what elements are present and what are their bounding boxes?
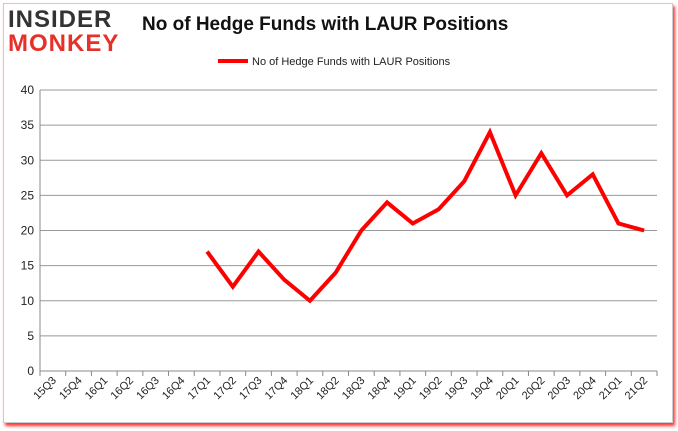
x-tick-label: 17Q3	[237, 375, 265, 403]
chart-frame	[3, 3, 673, 423]
x-tick-label: 18Q3	[340, 375, 368, 403]
x-tick-label: 15Q3	[31, 375, 59, 403]
x-tick-label: 16Q2	[109, 375, 137, 403]
y-tick-label: 30	[21, 153, 35, 167]
x-tick-label: 21Q1	[597, 375, 625, 403]
y-tick-label: 15	[21, 259, 35, 273]
logo-insider: INSIDER	[8, 6, 113, 33]
x-tick-label: 19Q3	[443, 375, 471, 403]
logo-monkey: MONKEY	[8, 30, 120, 57]
legend-label: No of Hedge Funds with LAUR Positions	[252, 56, 451, 68]
x-tick-label: 16Q3	[134, 375, 162, 403]
x-tick-label: 17Q2	[211, 375, 239, 403]
chart-title: No of Hedge Funds with LAUR Positions	[142, 14, 509, 35]
x-tick-label: 17Q1	[186, 375, 214, 403]
x-tick-label: 17Q4	[263, 375, 291, 403]
y-tick-label: 35	[21, 118, 35, 132]
x-tick-label: 19Q4	[468, 375, 496, 403]
x-tick-label: 18Q2	[314, 375, 342, 403]
x-tick-label: 20Q1	[494, 375, 522, 403]
x-tick-label: 16Q4	[160, 375, 188, 403]
y-tick-label: 40	[21, 83, 35, 97]
x-tick-label: 19Q1	[391, 375, 419, 403]
y-tick-label: 25	[21, 188, 35, 202]
x-tick-label: 18Q4	[366, 375, 394, 403]
x-tick-label: 20Q2	[520, 375, 548, 403]
x-tick-label: 20Q3	[546, 375, 574, 403]
x-tick-label: 20Q4	[571, 375, 599, 403]
x-tick-label: 15Q4	[57, 375, 85, 403]
x-tick-label: 19Q2	[417, 375, 445, 403]
y-tick-label: 10	[21, 294, 35, 308]
x-tick-label: 18Q1	[289, 375, 317, 403]
series-line	[205, 127, 645, 304]
y-tick-label: 0	[27, 364, 34, 378]
y-tick-label: 5	[27, 329, 34, 343]
x-tick-label: 21Q2	[623, 375, 651, 403]
y-tick-label: 20	[21, 224, 35, 238]
x-tick-label: 16Q1	[83, 375, 111, 403]
